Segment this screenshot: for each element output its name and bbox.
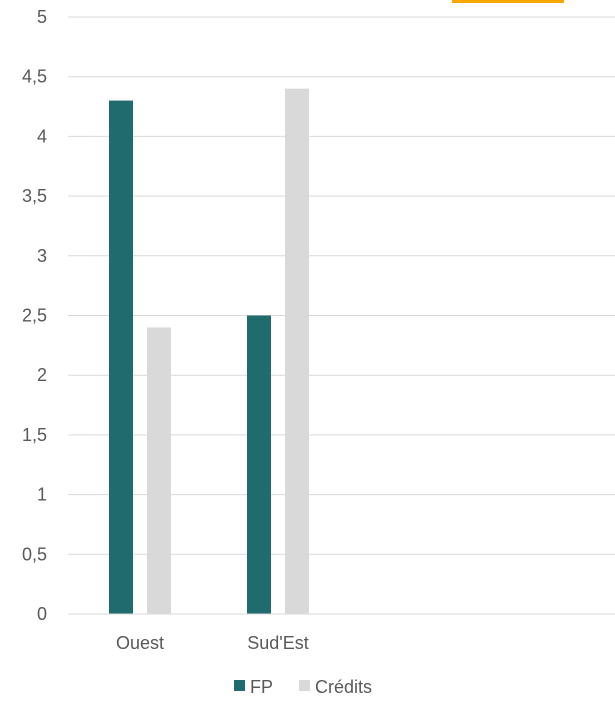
y-tick-label: 2 — [37, 365, 47, 385]
corner-badge — [452, 0, 564, 3]
y-tick-label: 1,5 — [22, 425, 47, 445]
y-tick-label: 1 — [37, 485, 47, 505]
y-tick-label: 0 — [37, 604, 47, 624]
legend-label: Crédits — [315, 677, 372, 697]
x-axis-categories: Ouest Sud'Est — [116, 633, 309, 653]
x-category-label: Ouest — [116, 633, 164, 653]
legend-label: FP — [250, 677, 273, 697]
bars — [109, 88, 309, 614]
x-category-label: Sud'Est — [247, 633, 308, 653]
y-tick-label: 3 — [37, 246, 47, 266]
y-tick-label: 5 — [37, 7, 47, 27]
legend-swatch — [234, 680, 245, 691]
y-axis-ticks: 0 0,5 1 1,5 2 2,5 3 3,5 4 4,5 5 — [22, 7, 47, 624]
bar-fp-ouest — [109, 100, 133, 614]
y-tick-label: 0,5 — [22, 544, 47, 564]
bar-fp-sudest — [247, 315, 271, 614]
legend[interactable]: FP Crédits — [234, 677, 372, 697]
y-tick-label: 2,5 — [22, 306, 47, 326]
legend-item[interactable]: Crédits — [299, 677, 372, 697]
y-tick-label: 4 — [37, 126, 47, 146]
y-tick-label: 4,5 — [22, 67, 47, 87]
bar-crdits-ouest — [147, 327, 171, 614]
legend-item[interactable]: FP — [234, 677, 273, 697]
legend-swatch — [299, 680, 310, 691]
y-tick-label: 3,5 — [22, 186, 47, 206]
bar-crdits-sudest — [285, 88, 309, 614]
